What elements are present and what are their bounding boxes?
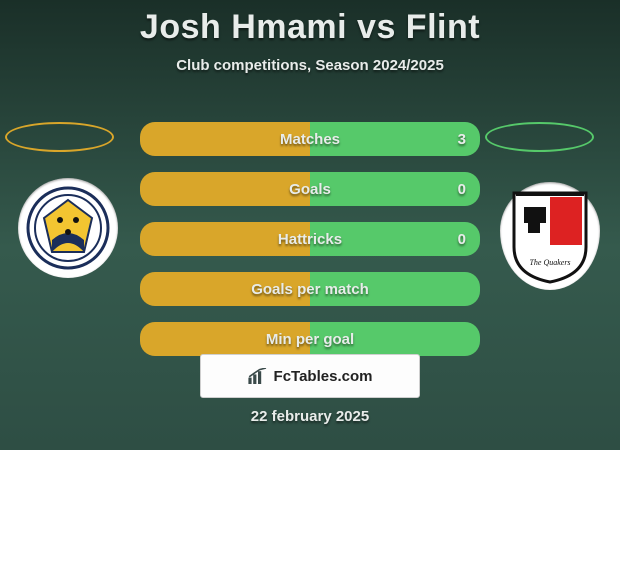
stat-label: Matches [142,124,478,154]
attribution-text: FcTables.com [274,368,373,385]
player-avatar-oval-left [5,122,114,152]
comparison-infographic: Josh Hmami vs Flint Club competitions, S… [0,0,620,450]
stat-value-right: 0 [458,224,466,254]
crest-southport-icon [26,186,110,270]
date-line: 22 february 2025 [0,408,620,425]
fctables-logo-icon [248,368,268,384]
page-title: Josh Hmami vs Flint [0,0,620,47]
stat-row: Goals0 [140,172,480,206]
player-avatar-oval-right [485,122,594,152]
club-crest-right: The Quakers [500,182,600,290]
stat-row: Matches3 [140,122,480,156]
page-subtitle: Club competitions, Season 2024/2025 [0,57,620,74]
stat-value-right: 0 [458,174,466,204]
stat-label: Goals [142,174,478,204]
stat-label: Min per goal [142,324,478,354]
stat-row: Hattricks0 [140,222,480,256]
stat-row: Goals per match [140,272,480,306]
attribution-card[interactable]: FcTables.com [200,354,420,398]
stat-list: Matches3Goals0Hattricks0Goals per matchM… [140,122,480,372]
svg-text:The Quakers: The Quakers [529,258,570,267]
stat-value-right: 3 [458,124,466,154]
stat-row: Min per goal [140,322,480,356]
club-crest-left [18,178,118,278]
crest-darlington-icon: The Quakers [508,189,592,284]
stat-label: Hattricks [142,224,478,254]
stat-label: Goals per match [142,274,478,304]
